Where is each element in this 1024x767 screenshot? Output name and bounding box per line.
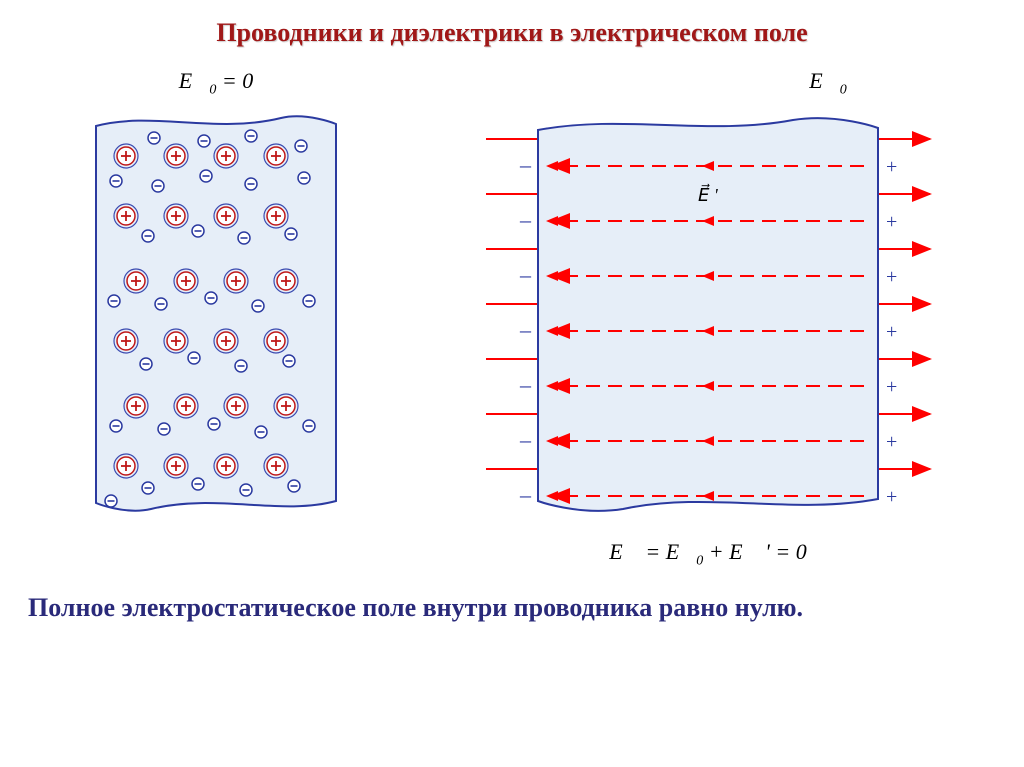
svg-text:–: – (519, 482, 532, 507)
svg-text:+: + (886, 431, 897, 453)
svg-text:–: – (519, 372, 532, 397)
diagram-row: E⃗0 = 0 E⃗0 – + – + – + – + – + – + – + E⃗ ' E⃗ = E⃗0 … (0, 48, 1024, 580)
svg-text:+: + (886, 211, 897, 233)
svg-text:+: + (886, 486, 897, 508)
right-diagram: E⃗0 – + – + – + – + – + – + – + E⃗ ' E⃗ = E⃗0 + E⃗ ' =… (478, 68, 938, 570)
svg-text:–: – (519, 262, 532, 287)
right-formula: E⃗ = E⃗0 + E⃗ ' = 0 (478, 539, 938, 569)
right-label-e0: E⃗0 (478, 68, 938, 98)
page-title: Проводники и диэлектрики в электрическом… (0, 0, 1024, 48)
svg-text:+: + (886, 376, 897, 398)
svg-text:–: – (519, 427, 532, 452)
svg-text:+: + (886, 321, 897, 343)
svg-text:+: + (886, 156, 897, 178)
left-diagram: E⃗0 = 0 (86, 68, 346, 570)
svg-text:–: – (519, 207, 532, 232)
right-svg: – + – + – + – + – + – + – + E⃗ ' (478, 106, 938, 521)
left-svg (86, 106, 346, 521)
svg-text:–: – (519, 152, 532, 177)
svg-text:E⃗ ': E⃗ ' (698, 184, 719, 205)
caption: Полное электростатическое поле внутри пр… (0, 580, 1024, 625)
svg-text:+: + (886, 266, 897, 288)
left-label-e0: E⃗0 = 0 (86, 68, 346, 98)
svg-text:–: – (519, 317, 532, 342)
